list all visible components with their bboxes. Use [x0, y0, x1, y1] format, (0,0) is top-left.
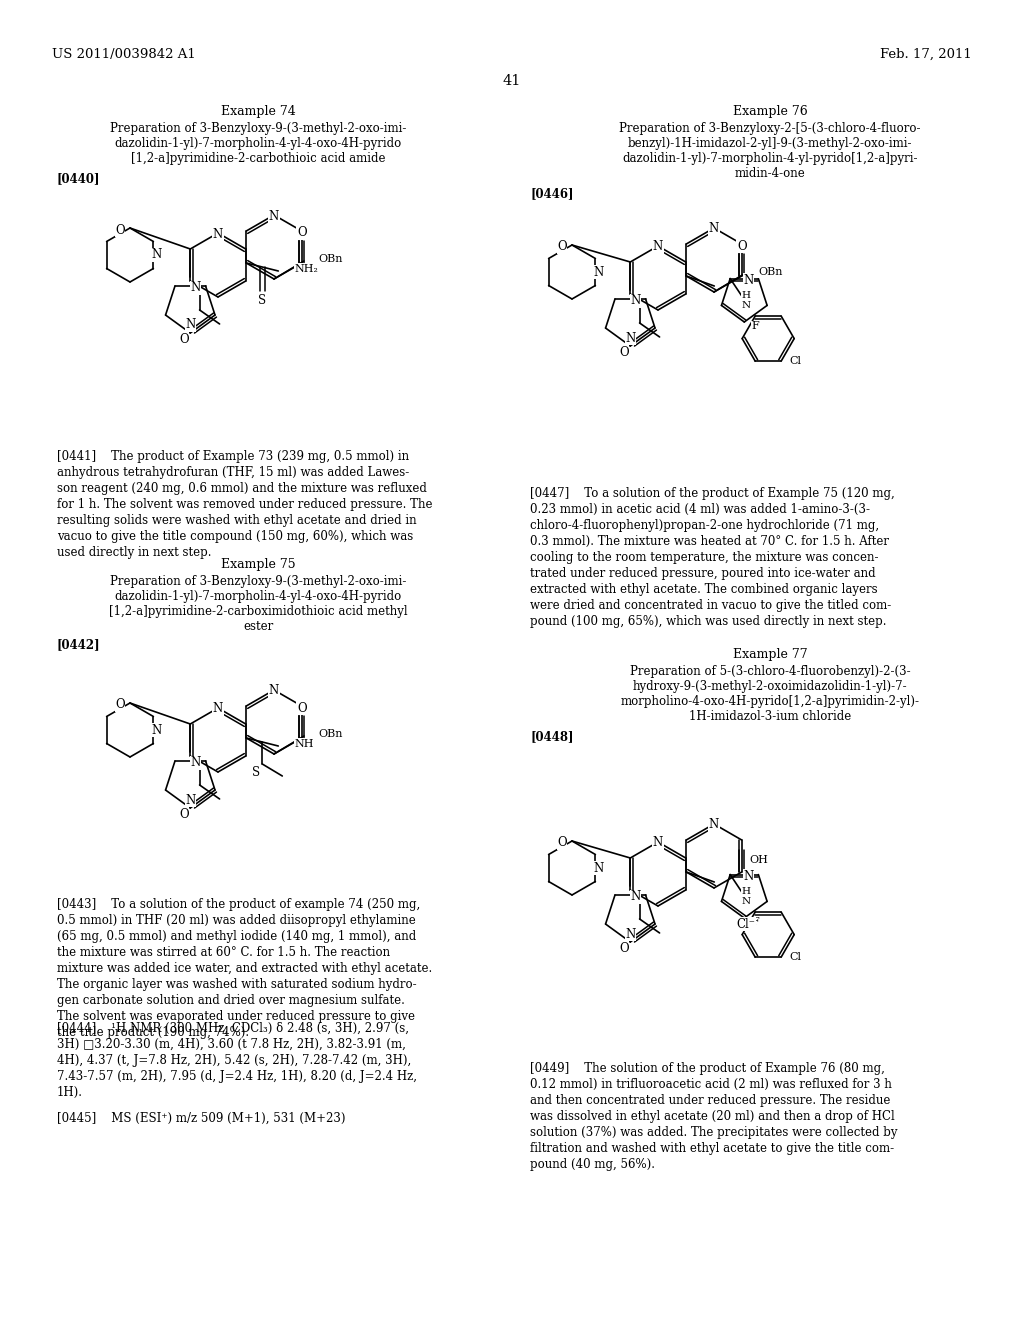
Text: F: F: [752, 917, 759, 927]
Text: OBn: OBn: [318, 729, 342, 739]
Text: O: O: [297, 701, 306, 714]
Text: N: N: [709, 818, 719, 832]
Text: Example 77: Example 77: [733, 648, 807, 661]
Text: US 2011/0039842 A1: US 2011/0039842 A1: [52, 48, 196, 61]
Text: O: O: [620, 941, 629, 954]
Text: N: N: [269, 685, 280, 697]
Text: N: N: [269, 210, 280, 223]
Text: Example 75: Example 75: [221, 558, 295, 572]
Text: O: O: [179, 333, 188, 346]
Text: Preparation of 3-Benzyloxy-9-(3-methyl-2-oxo-imi-: Preparation of 3-Benzyloxy-9-(3-methyl-2…: [110, 121, 407, 135]
Text: [0440]: [0440]: [57, 172, 100, 185]
Text: ester: ester: [243, 620, 273, 634]
Text: O: O: [115, 223, 125, 236]
Text: NH: NH: [294, 739, 313, 748]
Text: S: S: [252, 766, 260, 779]
Text: N: N: [213, 227, 223, 240]
Text: N: N: [213, 702, 223, 715]
Text: Example 74: Example 74: [220, 106, 295, 117]
Text: H
N: H N: [741, 290, 751, 310]
Text: N: N: [152, 248, 162, 261]
Text: [0447]    To a solution of the product of Example 75 (120 mg,
0.23 mmol) in acet: [0447] To a solution of the product of E…: [530, 487, 895, 628]
Text: 41: 41: [503, 74, 521, 88]
Text: O: O: [115, 698, 125, 711]
Text: OBn: OBn: [318, 253, 342, 264]
Text: Example 76: Example 76: [732, 106, 807, 117]
Text: N: N: [743, 275, 754, 286]
Text: F: F: [752, 321, 759, 331]
Text: [0449]    The solution of the product of Example 76 (80 mg,
0.12 mmol) in triflu: [0449] The solution of the product of Ex…: [530, 1063, 897, 1171]
Text: O: O: [557, 240, 567, 253]
Text: hydroxy-9-(3-methyl-2-oxoimidazolidin-1-yl)-7-: hydroxy-9-(3-methyl-2-oxoimidazolidin-1-…: [633, 680, 907, 693]
Text: midin-4-one: midin-4-one: [734, 168, 805, 180]
Text: N: N: [626, 331, 636, 345]
Text: Preparation of 3-Benzyloxy-2-[5-(3-chloro-4-fluoro-: Preparation of 3-Benzyloxy-2-[5-(3-chlor…: [620, 121, 921, 135]
Text: N: N: [152, 723, 162, 737]
Text: [0446]: [0446]: [530, 187, 573, 201]
Text: [1,2-a]pyrimidine-2-carbothioic acid amide: [1,2-a]pyrimidine-2-carbothioic acid ami…: [131, 152, 385, 165]
Text: [0444]    ¹H NMR (300 MHz, CDCl₃) δ 2.48 (s, 3H), 2.97 (s,
3H) □3.20-3.30 (m, 4H: [0444] ¹H NMR (300 MHz, CDCl₃) δ 2.48 (s…: [57, 1022, 417, 1100]
Text: NH₂: NH₂: [294, 264, 318, 275]
Text: S: S: [258, 294, 266, 308]
Text: Preparation of 3-Benzyloxy-9-(3-methyl-2-oxo-imi-: Preparation of 3-Benzyloxy-9-(3-methyl-2…: [110, 576, 407, 587]
Text: [0445]    MS (ESI⁺) m/z 509 (M+1), 531 (M+23): [0445] MS (ESI⁺) m/z 509 (M+1), 531 (M+2…: [57, 1111, 345, 1125]
Text: Preparation of 5-(3-chloro-4-fluorobenzyl)-2-(3-: Preparation of 5-(3-chloro-4-fluorobenzy…: [630, 665, 910, 678]
Text: dazolidin-1-yl)-7-morpholin-4-yl-4-oxo-4H-pyrido: dazolidin-1-yl)-7-morpholin-4-yl-4-oxo-4…: [115, 590, 401, 603]
Text: N: N: [594, 265, 604, 279]
Text: dazolidin-1-yl)-7-morpholin-4-yl-pyrido[1,2-a]pyri-: dazolidin-1-yl)-7-morpholin-4-yl-pyrido[…: [623, 152, 918, 165]
Text: Cl⁻: Cl⁻: [737, 917, 756, 931]
Text: N: N: [185, 793, 196, 807]
Text: [1,2-a]pyrimidine-2-carboximidothioic acid methyl: [1,2-a]pyrimidine-2-carboximidothioic ac…: [109, 605, 408, 618]
Text: morpholino-4-oxo-4H-pyrido[1,2-a]pyrimidin-2-yl)-: morpholino-4-oxo-4H-pyrido[1,2-a]pyrimid…: [621, 696, 920, 708]
Text: N: N: [653, 837, 664, 850]
Text: N: N: [743, 870, 754, 883]
Text: N: N: [709, 223, 719, 235]
Text: N: N: [631, 294, 641, 308]
Text: 1H-imidazol-3-ium chloride: 1H-imidazol-3-ium chloride: [689, 710, 851, 723]
Text: N: N: [653, 240, 664, 253]
Text: Cl: Cl: [790, 356, 801, 366]
Text: Feb. 17, 2011: Feb. 17, 2011: [881, 48, 972, 61]
Text: O: O: [620, 346, 629, 359]
Text: [0448]: [0448]: [530, 730, 573, 743]
Text: benzyl)-1H-imidazol-2-yl]-9-(3-methyl-2-oxo-imi-: benzyl)-1H-imidazol-2-yl]-9-(3-methyl-2-…: [628, 137, 912, 150]
Text: [0442]: [0442]: [57, 638, 100, 651]
Text: O: O: [179, 808, 188, 821]
Text: OBn: OBn: [758, 267, 782, 277]
Text: [0443]    To a solution of the product of example 74 (250 mg,
0.5 mmol) in THF (: [0443] To a solution of the product of e…: [57, 898, 432, 1039]
Text: N: N: [626, 928, 636, 940]
Text: N: N: [631, 891, 641, 903]
Text: O: O: [557, 837, 567, 850]
Text: N: N: [594, 862, 604, 874]
Text: H
N: H N: [741, 887, 751, 906]
Text: [0441]    The product of Example 73 (239 mg, 0.5 mmol) in
anhydrous tetrahydrofu: [0441] The product of Example 73 (239 mg…: [57, 450, 432, 558]
Text: OH: OH: [750, 855, 769, 865]
Text: N: N: [185, 318, 196, 331]
Text: O: O: [297, 227, 306, 239]
Text: Cl: Cl: [790, 952, 801, 962]
Text: N: N: [190, 281, 201, 294]
Text: N: N: [190, 756, 201, 770]
Text: dazolidin-1-yl)-7-morpholin-4-yl-4-oxo-4H-pyrido: dazolidin-1-yl)-7-morpholin-4-yl-4-oxo-4…: [115, 137, 401, 150]
Text: O: O: [737, 239, 746, 252]
